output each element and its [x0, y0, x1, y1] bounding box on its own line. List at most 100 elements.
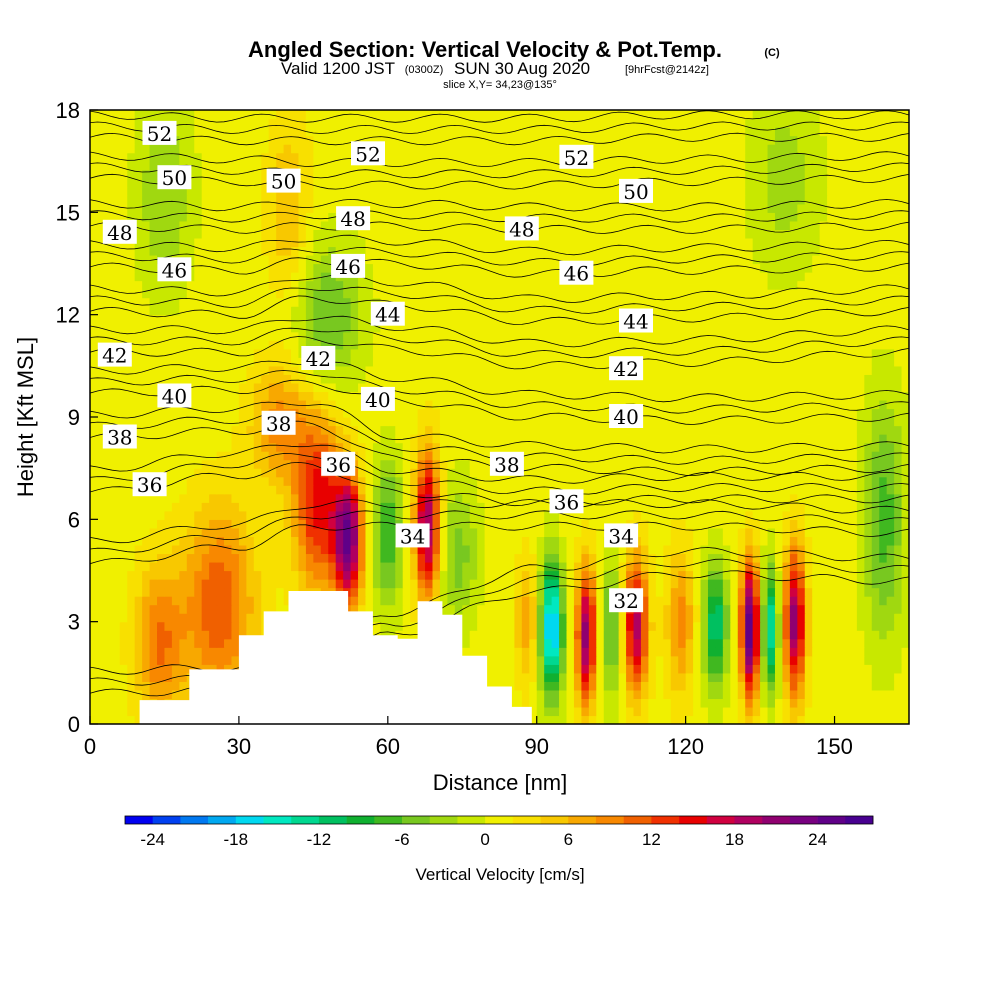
w-cell — [737, 502, 746, 512]
w-cell — [358, 459, 367, 469]
w-cell — [745, 459, 754, 469]
w-cell — [871, 621, 880, 631]
w-cell — [804, 579, 813, 589]
w-cell — [186, 434, 195, 444]
w-cell — [871, 561, 880, 572]
w-cell — [171, 519, 180, 529]
w-cell — [841, 561, 851, 572]
w-cell — [261, 340, 270, 350]
w-cell — [819, 382, 828, 393]
w-cell — [760, 476, 769, 486]
w-cell — [797, 579, 806, 589]
w-cell — [886, 579, 895, 589]
w-cell — [246, 331, 255, 341]
w-cell — [268, 519, 277, 529]
w-cell — [707, 493, 717, 503]
w-cell — [707, 382, 717, 393]
w-cell — [626, 468, 635, 478]
w-cell — [380, 451, 389, 461]
w-cell — [879, 485, 888, 495]
w-cell — [864, 689, 873, 700]
w-cell — [737, 417, 746, 427]
w-cell — [566, 630, 575, 640]
w-cell — [291, 527, 300, 537]
w-cell — [864, 570, 873, 580]
w-cell — [581, 442, 590, 452]
w-cell — [663, 706, 672, 717]
w-cell — [134, 638, 143, 648]
w-cell — [745, 561, 754, 572]
w-cell — [231, 391, 240, 401]
w-cell — [313, 374, 322, 384]
w-cell — [797, 698, 806, 708]
w-cell — [186, 536, 195, 546]
w-cell — [171, 604, 180, 614]
w-cell — [395, 434, 404, 444]
w-cell — [97, 527, 106, 537]
w-cell — [492, 561, 501, 572]
w-cell — [611, 638, 620, 648]
w-cell — [492, 391, 501, 401]
w-cell — [134, 510, 143, 520]
w-cell — [231, 587, 240, 597]
w-cell — [387, 408, 396, 418]
w-cell — [693, 468, 702, 478]
w-cell — [670, 451, 679, 461]
w-cell — [320, 391, 329, 401]
w-cell — [97, 689, 106, 700]
w-cell — [261, 579, 270, 589]
w-cell — [618, 476, 627, 486]
w-cell — [722, 596, 731, 606]
w-cell — [871, 391, 880, 401]
w-cell — [856, 587, 865, 597]
w-cell — [216, 417, 225, 427]
w-cell — [722, 536, 731, 546]
w-cell — [492, 374, 501, 384]
w-cell — [380, 527, 389, 537]
w-cell — [737, 485, 746, 495]
w-cell — [350, 587, 359, 597]
w-cell — [224, 604, 233, 614]
w-cell — [365, 434, 374, 444]
w-cell — [164, 476, 173, 486]
w-cell — [149, 510, 158, 520]
w-cell — [425, 374, 434, 384]
w-cell — [834, 382, 843, 393]
w-cell — [194, 493, 203, 503]
w-cell — [186, 604, 195, 614]
w-cell — [313, 408, 322, 418]
w-cell — [894, 681, 903, 691]
w-cell — [655, 604, 664, 614]
w-cell — [670, 374, 679, 384]
w-cell — [343, 493, 352, 503]
w-cell — [447, 561, 456, 572]
w-cell — [678, 621, 687, 631]
w-cell — [253, 510, 262, 520]
w-cell — [447, 570, 456, 580]
w-cell — [209, 579, 218, 589]
w-cell — [886, 476, 895, 486]
w-cell — [343, 425, 352, 435]
w-cell — [648, 417, 657, 427]
w-cell — [425, 579, 434, 589]
w-cell — [856, 408, 865, 418]
w-cell — [856, 357, 865, 367]
w-cell — [603, 374, 612, 384]
w-cell — [655, 621, 664, 631]
w-cell — [819, 621, 828, 631]
w-cell — [767, 451, 776, 461]
w-cell — [320, 476, 329, 486]
w-cell — [276, 510, 285, 520]
w-cell — [477, 417, 486, 427]
w-cell — [841, 357, 851, 367]
w-cell — [581, 408, 590, 418]
w-cell — [760, 706, 769, 717]
w-cell — [477, 468, 486, 478]
w-cell — [112, 579, 121, 589]
w-cell — [447, 536, 456, 546]
w-cell — [119, 510, 128, 520]
w-cell — [387, 630, 396, 640]
w-cell — [841, 664, 851, 674]
w-cell — [454, 417, 463, 427]
w-cell — [596, 681, 605, 691]
